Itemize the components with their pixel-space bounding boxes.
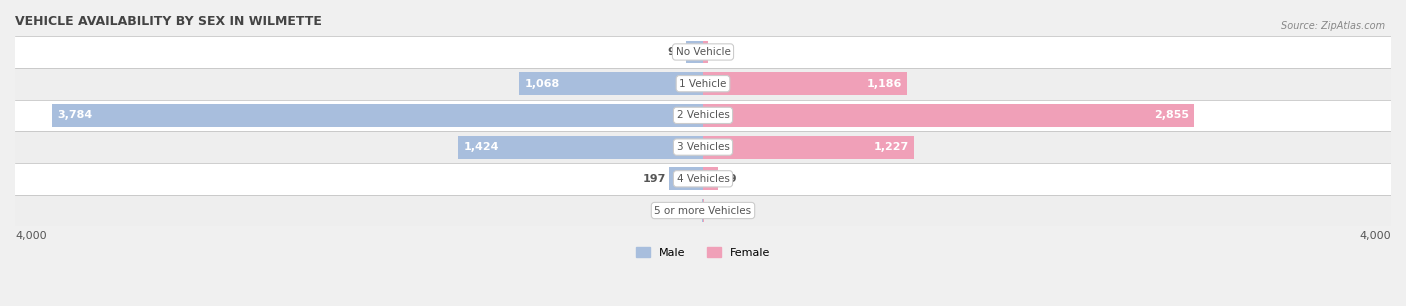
Text: 1,424: 1,424 — [463, 142, 499, 152]
Text: 89: 89 — [721, 174, 737, 184]
Text: 6: 6 — [690, 206, 699, 215]
Text: 1,186: 1,186 — [866, 79, 901, 89]
Bar — [686, 41, 703, 63]
Bar — [15, 163, 1391, 195]
Bar — [703, 167, 718, 190]
Text: 96: 96 — [668, 47, 683, 57]
Legend: Male, Female: Male, Female — [631, 243, 775, 263]
Bar — [703, 136, 914, 159]
Text: Source: ZipAtlas.com: Source: ZipAtlas.com — [1281, 21, 1385, 32]
Bar — [15, 195, 1391, 226]
Text: 6: 6 — [707, 206, 716, 215]
Bar — [519, 72, 703, 95]
Text: 4,000: 4,000 — [15, 231, 46, 241]
Text: No Vehicle: No Vehicle — [675, 47, 731, 57]
Bar — [703, 104, 1194, 127]
Bar — [458, 136, 703, 159]
Text: 2 Vehicles: 2 Vehicles — [676, 110, 730, 120]
Text: 1 Vehicle: 1 Vehicle — [679, 79, 727, 89]
Bar — [703, 41, 709, 63]
Text: 1,068: 1,068 — [524, 79, 560, 89]
Bar — [669, 167, 703, 190]
Text: 2,855: 2,855 — [1154, 110, 1189, 120]
Bar — [15, 131, 1391, 163]
Text: 1,227: 1,227 — [873, 142, 908, 152]
Text: 5 or more Vehicles: 5 or more Vehicles — [654, 206, 752, 215]
Text: 3,784: 3,784 — [58, 110, 93, 120]
Bar — [15, 68, 1391, 99]
Text: 29: 29 — [711, 47, 727, 57]
Text: VEHICLE AVAILABILITY BY SEX IN WILMETTE: VEHICLE AVAILABILITY BY SEX IN WILMETTE — [15, 15, 322, 28]
Text: 3 Vehicles: 3 Vehicles — [676, 142, 730, 152]
Bar — [703, 72, 907, 95]
Text: 4 Vehicles: 4 Vehicles — [676, 174, 730, 184]
Text: 197: 197 — [643, 174, 665, 184]
Bar — [15, 99, 1391, 131]
Text: 4,000: 4,000 — [1360, 231, 1391, 241]
Bar — [15, 36, 1391, 68]
Bar — [52, 104, 703, 127]
